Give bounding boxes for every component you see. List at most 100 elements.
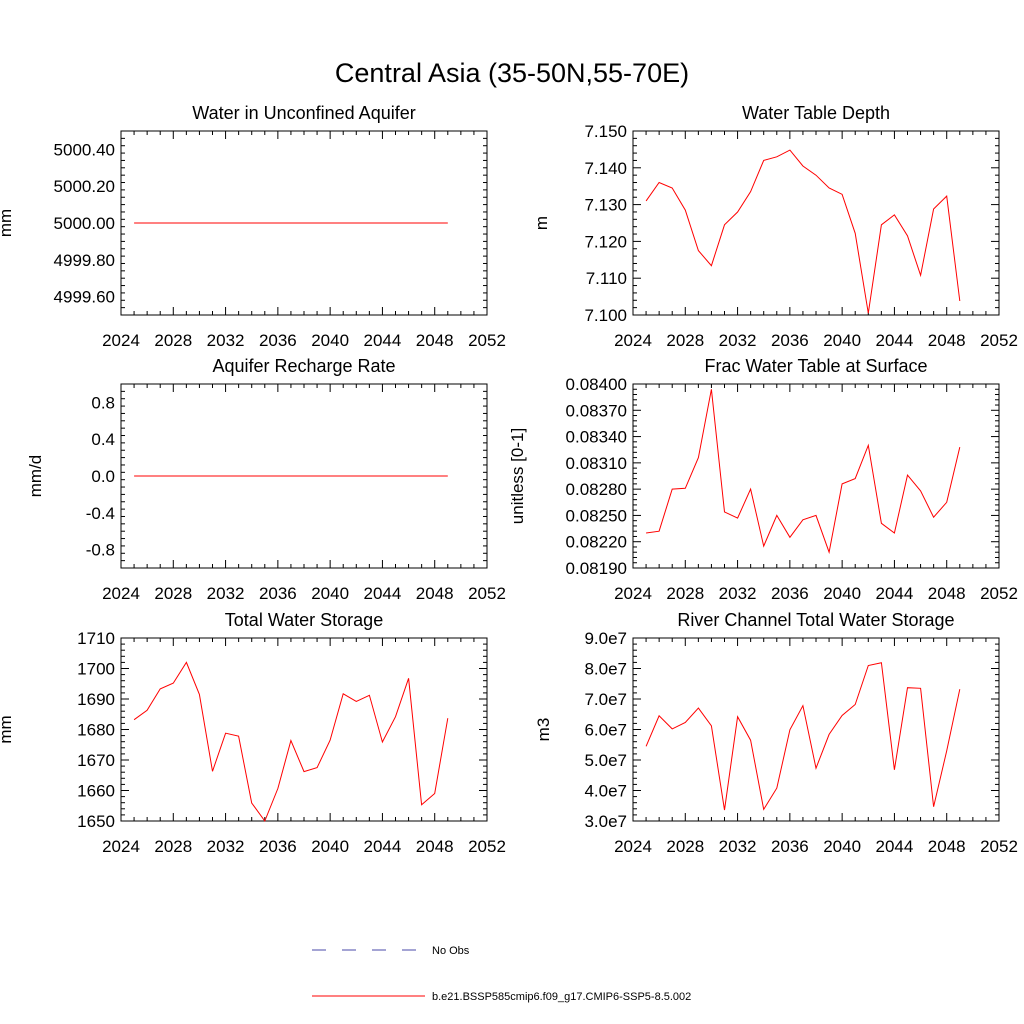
plot-frame — [632, 383, 1000, 569]
y-tick-label: 6.0e7 — [584, 721, 627, 740]
y-tick-label: 4999.60 — [54, 288, 115, 307]
panel-2: Water Table Depth 2024 2028 2032 2036 2040 204… — [532, 103, 1018, 350]
panels: Water in Unconfined Aquifer 2024 2028 2032 2… — [0, 103, 1018, 856]
y-tick-label: 1710 — [77, 629, 115, 648]
y-axis-label: m — [532, 216, 551, 230]
series-line — [645, 662, 961, 811]
y-axis-label: m3 — [534, 718, 553, 742]
x-tick-label: 2044 — [876, 837, 914, 856]
x-tick-label: 2040 — [311, 584, 349, 603]
y-tick-label: 5000.40 — [54, 140, 115, 159]
x-tick-label: 2048 — [416, 331, 454, 350]
x-tick-label: 2044 — [364, 584, 402, 603]
y-axis-label: mm — [0, 715, 15, 743]
x-tick-label: 2032 — [207, 837, 245, 856]
y-tick-label: 0.4 — [91, 430, 115, 449]
x-tick-label: 2048 — [416, 837, 454, 856]
x-tick-label: 2028 — [666, 331, 704, 350]
y-tick-label: 5000.00 — [54, 214, 115, 233]
x-tick-label: 2036 — [771, 837, 809, 856]
x-tick-label: 2040 — [311, 837, 349, 856]
panel-title: River Channel Total Water Storage — [677, 610, 954, 630]
panel-title: Water Table Depth — [742, 103, 890, 123]
x-tick-label: 2032 — [207, 331, 245, 350]
y-axis-label: mm/d — [26, 455, 45, 498]
x-tick-label: 2032 — [207, 584, 245, 603]
x-tick-label: 2024 — [102, 584, 140, 603]
panel-4: Frac Water Table at Surface 2024 2028 2032 2… — [508, 356, 1018, 603]
y-tick-label: 0.08400 — [566, 375, 627, 394]
x-tick-label: 2036 — [259, 584, 297, 603]
plot-frame — [632, 130, 1000, 316]
x-tick-label: 2032 — [719, 584, 757, 603]
x-tick-label: 2024 — [102, 837, 140, 856]
y-tick-label: 0.08250 — [566, 506, 627, 525]
x-tick-label: 2028 — [154, 837, 192, 856]
x-tick-label: 2028 — [666, 584, 704, 603]
y-tick-label: 7.140 — [584, 159, 627, 178]
x-tick-label: 2036 — [771, 584, 809, 603]
x-tick-label: 2032 — [719, 331, 757, 350]
x-tick-label: 2052 — [980, 584, 1018, 603]
x-tick-label: 2036 — [259, 837, 297, 856]
x-tick-label: 2024 — [614, 837, 652, 856]
panel-5: Total Water Storage 2024 2028 2032 2036 2040 2… — [0, 610, 506, 856]
x-tick-label: 2032 — [719, 837, 757, 856]
x-tick-label: 2028 — [154, 331, 192, 350]
y-tick-label: 4.0e7 — [584, 782, 627, 801]
panel-title: Frac Water Table at Surface — [704, 356, 927, 376]
panel-6: River Channel Total Water Storage 2024 202… — [534, 610, 1018, 856]
panel-title: Water in Unconfined Aquifer — [192, 103, 415, 123]
y-tick-label: 0.08370 — [566, 401, 627, 420]
x-tick-label: 2040 — [823, 331, 861, 350]
x-tick-label: 2024 — [102, 331, 140, 350]
panel-title: Total Water Storage — [225, 610, 383, 630]
y-tick-label: 1650 — [77, 812, 115, 831]
y-tick-label: 8.0e7 — [584, 660, 627, 679]
y-tick-label: 7.100 — [584, 306, 627, 325]
x-tick-label: 2052 — [980, 837, 1018, 856]
panel-1: Water in Unconfined Aquifer 2024 2028 2032 2… — [0, 103, 506, 350]
x-tick-label: 2028 — [154, 584, 192, 603]
panel-title: Aquifer Recharge Rate — [212, 356, 395, 376]
y-tick-label: 0.08340 — [566, 428, 627, 447]
x-tick-label: 2044 — [364, 331, 402, 350]
y-tick-label: 0.08190 — [566, 559, 627, 578]
x-tick-label: 2044 — [876, 584, 914, 603]
series-line — [646, 389, 961, 555]
x-tick-label: 2052 — [980, 331, 1018, 350]
y-tick-label: 0.0 — [91, 467, 115, 486]
legend-model-label: b.e21.BSSP585cmip6.f09_g17.CMIP6-SSP5-8.… — [432, 991, 691, 1003]
x-tick-label: 2040 — [823, 584, 861, 603]
x-tick-label: 2024 — [614, 584, 652, 603]
x-tick-label: 2044 — [876, 331, 914, 350]
y-tick-label: 1700 — [77, 660, 115, 679]
x-tick-label: 2040 — [823, 837, 861, 856]
x-tick-label: 2044 — [364, 837, 402, 856]
legend: No Obs b.e21.BSSP585cmip6.f09_g17.CMIP6-… — [312, 945, 691, 1003]
y-tick-label: 1680 — [77, 721, 115, 740]
plot-frame — [632, 637, 1000, 822]
legend-obs-label: No Obs — [432, 945, 470, 957]
y-tick-label: 9.0e7 — [584, 629, 627, 648]
y-axis-label: unitless [0-1] — [508, 428, 527, 524]
y-tick-label: 0.8 — [91, 393, 115, 412]
x-tick-label: 2028 — [666, 837, 704, 856]
y-tick-label: -0.8 — [86, 541, 115, 560]
x-tick-label: 2048 — [416, 584, 454, 603]
series-line — [133, 661, 449, 823]
y-tick-label: 0.08310 — [566, 454, 627, 473]
y-tick-label: 3.0e7 — [584, 812, 627, 831]
y-tick-label: 5.0e7 — [584, 751, 627, 770]
x-tick-label: 2048 — [928, 584, 966, 603]
y-tick-label: 0.08280 — [566, 480, 627, 499]
x-tick-label: 2024 — [614, 331, 652, 350]
y-tick-label: 1670 — [77, 751, 115, 770]
y-tick-label: 7.130 — [584, 196, 627, 215]
x-tick-label: 2048 — [928, 331, 966, 350]
x-tick-label: 2052 — [468, 584, 506, 603]
y-tick-label: 4999.80 — [54, 251, 115, 270]
x-tick-label: 2036 — [771, 331, 809, 350]
y-tick-label: -0.4 — [86, 504, 115, 523]
